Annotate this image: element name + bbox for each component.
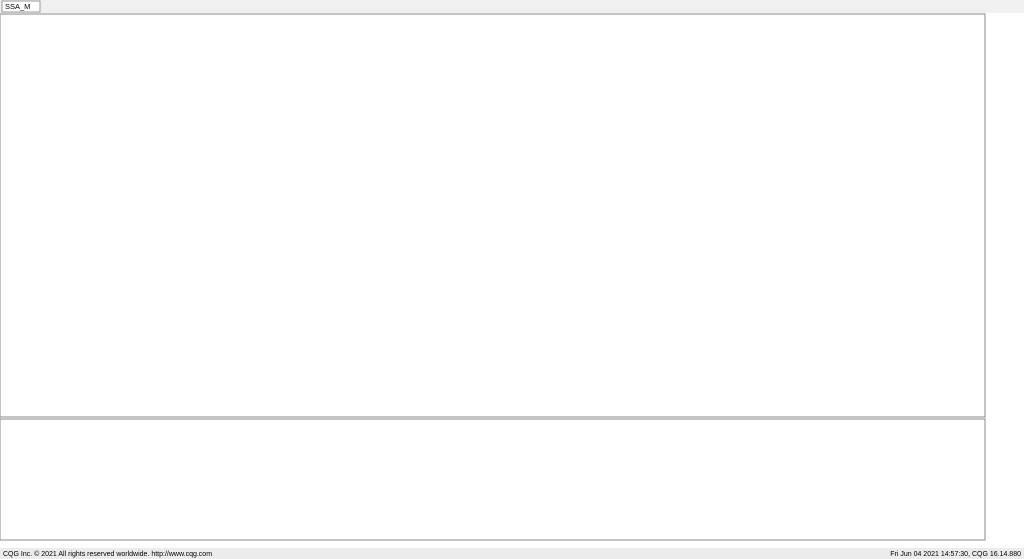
rsi-panel	[0, 418, 986, 541]
footer-left: CQG Inc. © 2021 All rights reserved worl…	[3, 550, 212, 558]
tab-bar	[0, 0, 1024, 13]
status-bar	[0, 548, 1024, 559]
footer-right: Fri Jun 04 2021 14:57:30, CQG 16.14.880	[890, 551, 1021, 558]
tab[interactable]	[1, 0, 41, 13]
price-panel	[0, 13, 986, 418]
tab-label[interactable]: SSA_M	[5, 2, 30, 11]
